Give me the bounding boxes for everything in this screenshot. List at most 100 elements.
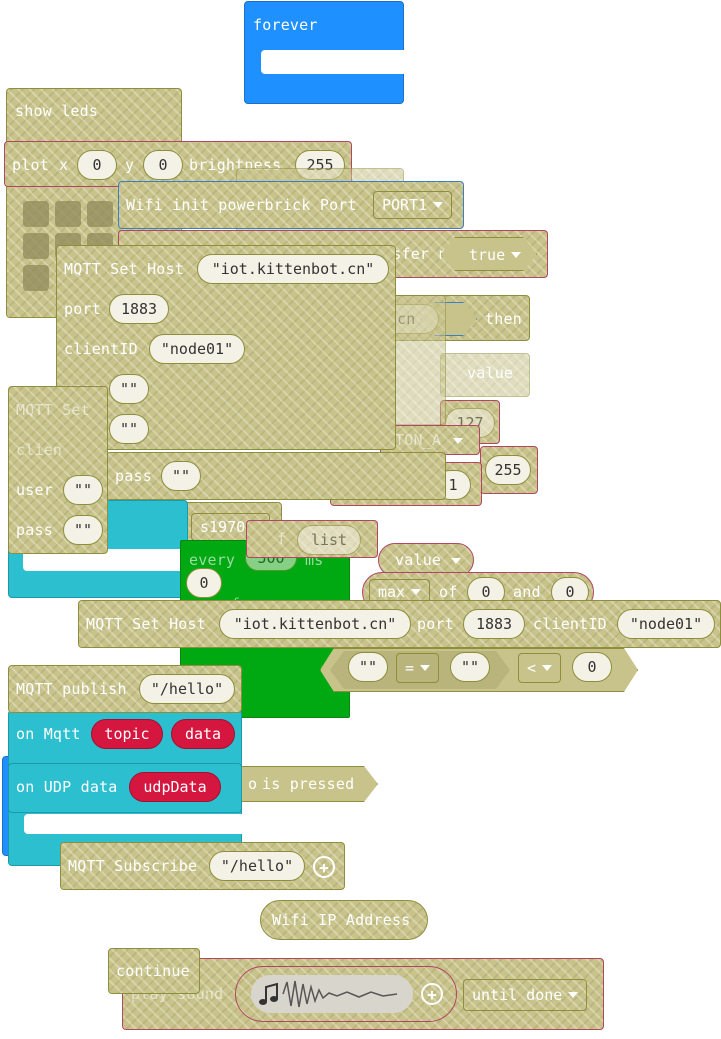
led-cell[interactable]: [23, 265, 49, 291]
value-block[interactable]: value: [378, 543, 474, 577]
continue-label: continue: [116, 962, 190, 980]
mqtt-publish-topic-value: /hello: [159, 680, 215, 698]
mqtt-pass-input[interactable]: " ": [109, 414, 149, 444]
list-value[interactable]: list: [297, 525, 361, 555]
chevron-down-icon: [542, 665, 553, 671]
button-block[interactable]: TON_A: [380, 425, 480, 455]
mqtt-publish-topic[interactable]: "/hello ": [139, 674, 235, 704]
chevron-down-icon: [511, 252, 522, 258]
mqtt-host-value: iot.kittenbot.cn: [220, 260, 366, 278]
mqtt-set-host-block[interactable]: MQTT Set Host " iot.kittenbot.cn " port 18…: [56, 245, 396, 450]
plot-x-input[interactable]: 0: [77, 150, 117, 180]
on-mqtt-label: on Mqtt: [16, 725, 81, 743]
wifi-ip-block[interactable]: Wifi IP Address: [260, 900, 428, 940]
continue-block[interactable]: continue: [108, 948, 200, 994]
radio-transfer-dropdown[interactable]: true: [461, 241, 529, 269]
on-mqtt-topic[interactable]: topic: [91, 719, 163, 749]
led-cell[interactable]: [23, 201, 49, 227]
compare-b-input[interactable]: " ": [450, 652, 490, 682]
led-cell[interactable]: [55, 201, 81, 227]
sound-preview[interactable]: [251, 975, 413, 1013]
compare-op: =: [405, 659, 415, 677]
on-udp-var[interactable]: udpData: [129, 772, 221, 802]
mqtt-left-label: MQTT Set: [16, 401, 90, 419]
mqtt-long-host-value: iot.kittenbot.cn: [242, 615, 388, 633]
play-sound-block[interactable]: play sound + until done: [122, 958, 604, 1030]
compare-op-dropdown[interactable]: =: [396, 653, 440, 683]
pass-input[interactable]: " ": [161, 461, 201, 491]
wifi-init-label: Wifi init powerbrick Port: [126, 196, 357, 214]
plot-x-label: x: [59, 156, 69, 174]
on-udp-block[interactable]: on UDP data udpData: [8, 763, 242, 813]
radio-transfer-value: true: [469, 246, 506, 264]
chevron-down-icon: [568, 992, 579, 998]
led-cell[interactable]: [23, 233, 49, 259]
max-and-label: and: [513, 583, 541, 601]
mqtt-host-label: MQTT Set Host: [64, 260, 184, 278]
add-sound-icon[interactable]: +: [421, 983, 443, 1005]
chevron-down-icon: [451, 558, 461, 564]
value-ghost-label: value: [467, 364, 514, 382]
max-of-label: of: [439, 583, 458, 601]
zero-input[interactable]: 0: [186, 568, 222, 598]
on-mqtt-data[interactable]: data: [171, 719, 235, 749]
compare-op2-dropdown[interactable]: <: [518, 653, 562, 683]
mqtt-subscribe-block[interactable]: MQTT Subscribe "/hello " +: [60, 842, 345, 890]
radio-transfer-value-slot[interactable]: [441, 237, 537, 271]
mqtt-left-pass-label: pass: [16, 521, 53, 539]
mqtt-port-input[interactable]: 1883: [109, 294, 169, 324]
compare-op2: <: [527, 659, 537, 677]
mqtt-port-label: port: [64, 300, 101, 318]
mqtt-long-host-input[interactable]: " iot.kittenbot.cn ": [219, 609, 411, 639]
button-pressed-prefix: o: [248, 775, 258, 793]
chevron-down-icon: [453, 438, 463, 444]
forever-block[interactable]: forever: [244, 1, 405, 104]
mqtt-client-input[interactable]: " node01 ": [149, 334, 245, 364]
list-of-label: f: [277, 530, 287, 548]
mqtt-subscribe-topic[interactable]: "/hello ": [209, 851, 305, 881]
add-icon[interactable]: +: [313, 856, 335, 878]
pass-label: pass: [115, 467, 152, 485]
mqtt-user-input[interactable]: " ": [109, 374, 149, 404]
pass-block[interactable]: pass " ": [106, 452, 446, 500]
compare-a-input[interactable]: " ": [348, 652, 388, 682]
value-ghost-block: value: [440, 353, 530, 397]
plot-label: plot: [12, 156, 49, 174]
button-value: TON_A: [395, 431, 442, 449]
mqtt-long-port-input[interactable]: 1883: [463, 609, 525, 639]
value-255[interactable]: 255: [485, 455, 531, 485]
forever-label: forever: [253, 16, 318, 34]
chevron-down-icon: [420, 665, 431, 671]
mqtt-client-value: node01: [169, 340, 225, 358]
button-pressed-label: is pressed: [262, 775, 355, 793]
mqtt-left-pass-input[interactable]: " ": [63, 515, 103, 545]
mqtt-host-input[interactable]: " iot.kittenbot.cn ": [197, 254, 389, 284]
plot-y-label: y: [125, 156, 135, 174]
mqtt-publish-block[interactable]: MQTT publish "/hello ": [8, 665, 242, 713]
wifi-init-block[interactable]: Wifi init powerbrick Port PORT1: [118, 181, 464, 229]
compare-c-input[interactable]: 0: [572, 652, 612, 682]
on-udp-slot: [24, 814, 242, 834]
mqtt-long-client-input[interactable]: " node01 ": [617, 609, 715, 639]
led-cell[interactable]: [87, 201, 113, 227]
mqtt-publish-label: MQTT publish: [16, 680, 127, 698]
sound-slot[interactable]: [235, 966, 457, 1022]
mqtt-left-client-label: clien: [16, 441, 63, 459]
play-mode-value: until done: [472, 986, 563, 1004]
wifi-ip-label: Wifi IP Address: [272, 911, 411, 929]
play-mode-dropdown[interactable]: until done: [463, 979, 588, 1011]
show-leds-label: show leds: [15, 102, 99, 120]
mqtt-subscribe-label: MQTT Subscribe: [68, 857, 198, 875]
plot-y-input[interactable]: 0: [143, 150, 183, 180]
then-label: then: [485, 310, 522, 328]
wifi-port-dropdown[interactable]: PORT1: [373, 191, 453, 219]
on-wifi-slot: [23, 549, 189, 571]
mqtt-set-host-long-block[interactable]: MQTT Set Host " iot.kittenbot.cn " port 18…: [78, 600, 721, 648]
sound-wave-icon: [259, 980, 398, 1008]
mqtt-left-block[interactable]: MQTT Set clien user " " pass " ": [8, 386, 108, 554]
list-block[interactable]: f list: [246, 520, 378, 558]
every-label: every: [189, 551, 236, 569]
mqtt-long-client-label: clientID: [533, 615, 607, 633]
mqtt-client-label: clientID: [64, 340, 138, 358]
mqtt-left-user-input[interactable]: " ": [63, 475, 103, 505]
